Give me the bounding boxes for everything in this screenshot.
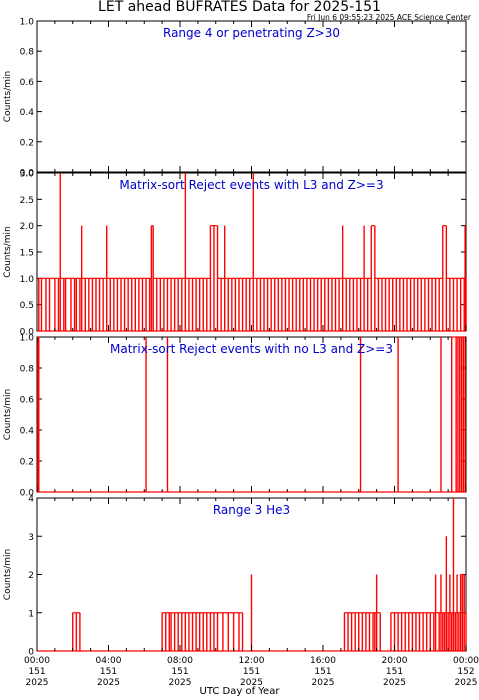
y-axis-label: Counts/min [3,71,13,122]
x-tick-label: 04:00 [96,656,122,666]
y-tick-label: 0 [28,648,34,658]
x-tick-label: 151 [314,667,331,677]
y-tick-label: 0.6 [20,78,35,88]
y-tick-label: 1.0 [20,275,35,285]
y-axis-label: Counts/min [3,549,13,600]
y-tick-label: 4 [28,495,34,505]
x-tick-label: 2025 [169,678,192,688]
x-tick-label: 2025 [455,678,478,688]
y-tick-label: 2.5 [20,196,34,206]
x-tick-label: 151 [28,667,45,677]
x-tick-label: 2025 [312,678,335,688]
y-tick-label: 1.0 [20,334,35,344]
y-tick-label: 0.0 [20,489,35,499]
panel-frame-3 [36,336,467,493]
x-axis-label: UTC Day of Year [199,686,280,697]
panel-frame-1 [36,20,467,173]
panel-title: Matrix-sort Reject events with L3 and Z>… [119,178,383,192]
y-tick-label: 2 [28,571,34,581]
panel-title: Range 3 He3 [213,503,290,517]
y-tick-label: 0.2 [20,138,34,148]
y-axis-label: Counts/min [3,226,13,277]
panel-title: Range 4 or penetrating Z>30 [163,26,340,40]
y-tick-label: 0.4 [20,108,35,118]
y-tick-label: 0.8 [20,365,35,375]
y-tick-label: 1 [28,609,34,619]
y-tick-label: 0.0 [20,169,35,179]
y-tick-label: 0.2 [20,458,34,468]
x-tick-label: 151 [386,667,403,677]
y-tick-label: 3.0 [20,170,35,180]
timestamp: Fri Jun 6 09:55:23 2025 ACE Science Cent… [306,13,471,22]
y-tick-label: 0.0 [20,328,35,338]
panel-frame-2 [36,172,467,332]
panel-title: Matrix-sort Reject events with no L3 and… [110,342,393,356]
x-tick-label: 16:00 [310,656,336,666]
x-tick-label: 2025 [383,678,406,688]
x-tick-label: 151 [171,667,188,677]
x-tick-label: 00:00 [24,656,50,666]
y-axis-label: Counts/min [3,389,13,440]
x-tick-label: 00:00 [453,656,479,666]
x-tick-label: 151 [100,667,117,677]
x-tick-label: 12:00 [239,656,265,666]
y-tick-label: 2.0 [20,222,35,232]
y-tick-label: 0.4 [20,427,35,437]
x-tick-label: 151 [243,667,260,677]
y-tick-label: 0.5 [20,301,34,311]
x-tick-label: 20:00 [382,656,408,666]
x-tick-label: 152 [457,667,474,677]
page-title: LET ahead BUFRATES Data for 2025-151 [98,0,381,15]
y-tick-label: 0.6 [20,396,35,406]
x-tick-label: 2025 [26,678,49,688]
x-tick-label: 2025 [240,678,263,688]
y-tick-label: 3 [28,533,34,543]
y-tick-label: 1.0 [20,18,35,28]
x-tick-label: 2025 [97,678,120,688]
y-tick-label: 1.5 [20,249,34,259]
x-tick-label: 08:00 [167,656,193,666]
y-tick-label: 0.8 [20,48,35,58]
